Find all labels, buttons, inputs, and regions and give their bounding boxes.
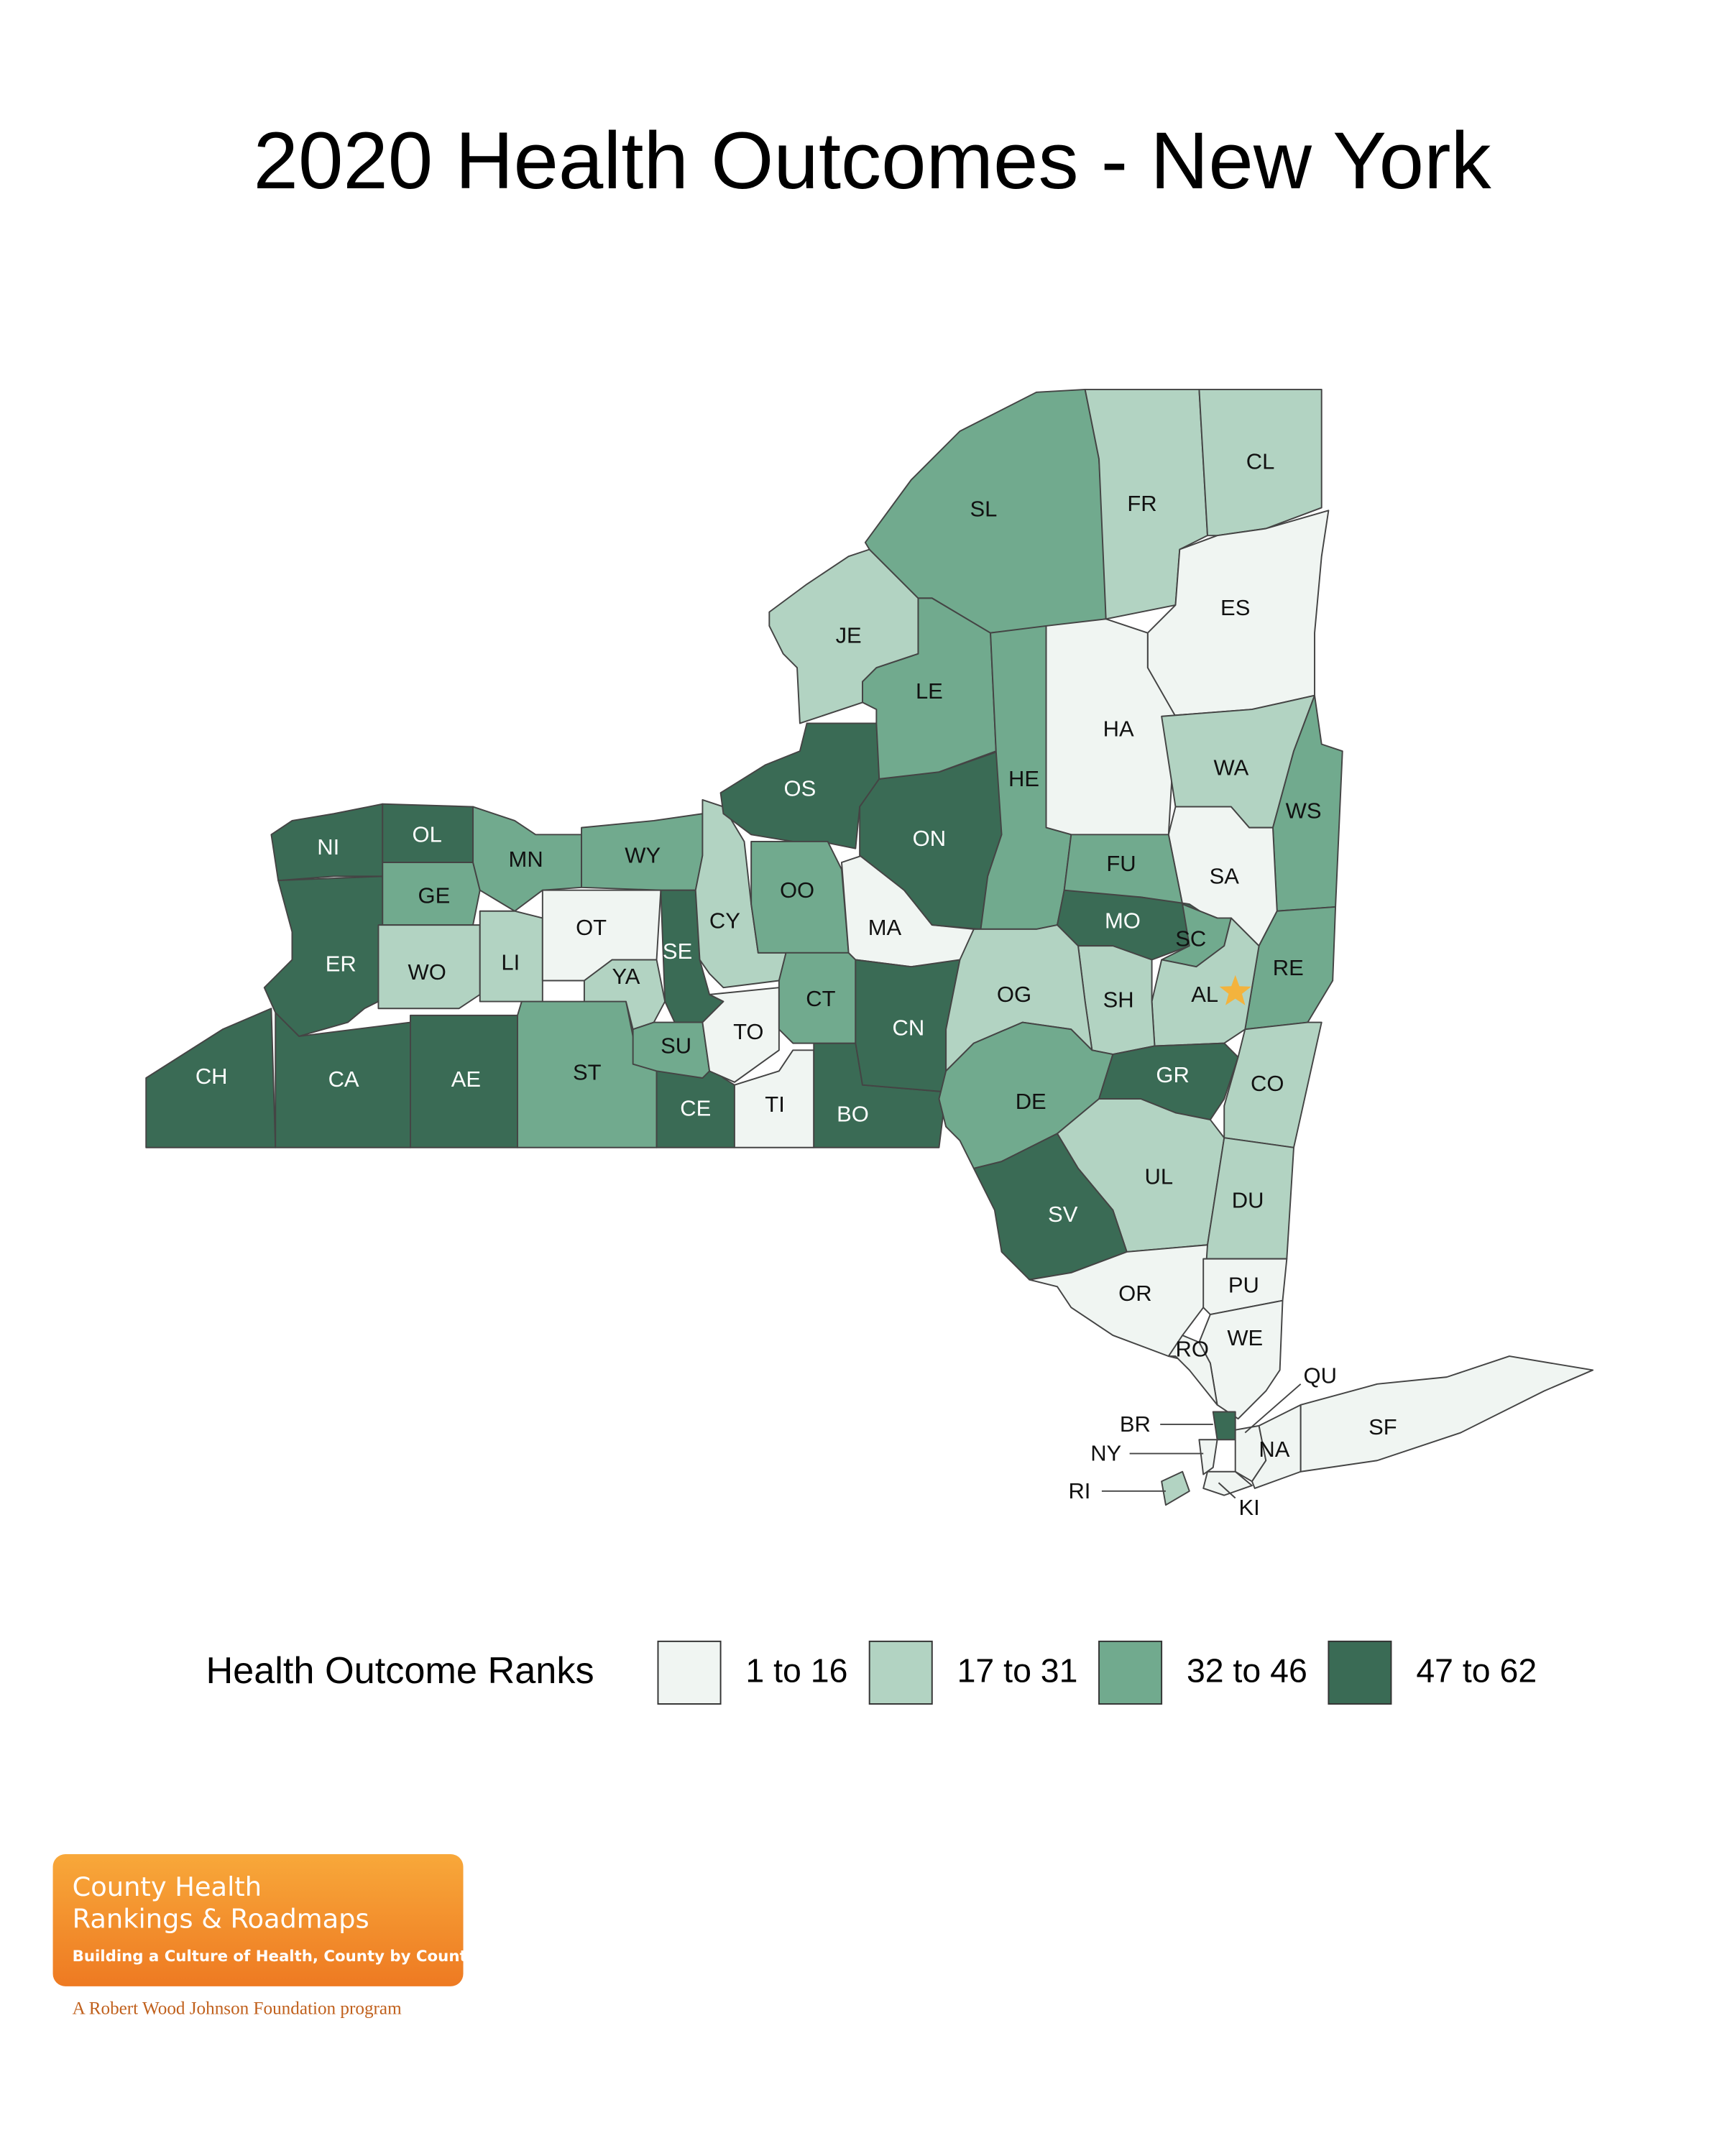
county-label: MA bbox=[868, 915, 902, 940]
county-label: RE bbox=[1273, 955, 1304, 980]
county-label: LE bbox=[916, 678, 943, 704]
county-label: OR bbox=[1118, 1281, 1151, 1306]
logo-footer: A Robert Wood Johnson Foundation program bbox=[73, 1999, 402, 2019]
county-label: DE bbox=[1016, 1089, 1046, 1114]
county-label: CO bbox=[1251, 1071, 1284, 1096]
county-label: WS bbox=[1286, 798, 1322, 823]
county-label: GR bbox=[1156, 1062, 1189, 1087]
county-label: OG bbox=[997, 982, 1031, 1007]
county bbox=[1300, 1355, 1594, 1473]
county bbox=[768, 548, 919, 724]
county-label: PU bbox=[1228, 1272, 1259, 1297]
county-label: OO bbox=[780, 877, 814, 903]
county-label: HE bbox=[1008, 766, 1039, 791]
county-label: TO bbox=[733, 1019, 763, 1044]
title: 2020 Health Outcomes - New York bbox=[254, 115, 1492, 206]
county-label: CL bbox=[1246, 449, 1275, 474]
county-label: CH bbox=[196, 1064, 228, 1089]
county-label: MO bbox=[1105, 908, 1141, 933]
county-label: JE bbox=[836, 623, 862, 648]
county-label: ER bbox=[326, 951, 356, 976]
leader-line bbox=[1244, 1383, 1302, 1434]
county bbox=[1161, 1470, 1190, 1506]
legend-swatch bbox=[1328, 1640, 1392, 1705]
county bbox=[377, 924, 481, 1010]
county-label: CE bbox=[680, 1096, 711, 1121]
county-label: WA bbox=[1214, 755, 1249, 780]
legend-swatch bbox=[868, 1640, 933, 1705]
county bbox=[1198, 1439, 1218, 1475]
county-label: CY bbox=[709, 908, 740, 933]
county-label: CA bbox=[328, 1067, 359, 1092]
county-map bbox=[145, 388, 1594, 1506]
legend-label: 32 to 46 bbox=[1187, 1652, 1307, 1690]
county-label: OT bbox=[576, 915, 607, 940]
logo-tagline: Building a Culture of Health, County by … bbox=[73, 1948, 477, 1966]
county-label: TI bbox=[765, 1092, 785, 1117]
logo-line: County Health bbox=[73, 1871, 262, 1902]
county-label: AL bbox=[1191, 982, 1218, 1007]
county-label: SF bbox=[1368, 1414, 1397, 1439]
county-label: YA bbox=[612, 964, 640, 989]
county-label: WY bbox=[625, 842, 661, 867]
county-label: MN bbox=[509, 847, 543, 872]
county bbox=[263, 875, 384, 1037]
county bbox=[382, 862, 481, 926]
county-label: CN bbox=[893, 1015, 925, 1040]
county bbox=[472, 806, 582, 912]
county-label: FU bbox=[1106, 851, 1136, 876]
county bbox=[1212, 1411, 1236, 1441]
logo: County Health Rankings & Roadmaps Buildi… bbox=[52, 1854, 477, 2019]
county-label: SV bbox=[1048, 1202, 1078, 1227]
legend-label: 47 to 62 bbox=[1416, 1652, 1537, 1690]
county-label: LI bbox=[501, 949, 520, 975]
county bbox=[479, 910, 543, 1003]
county-label: NA bbox=[1259, 1437, 1289, 1462]
leader-line bbox=[1218, 1482, 1236, 1499]
county-label: SU bbox=[661, 1033, 691, 1059]
county-label: OL bbox=[413, 821, 442, 847]
legend-swatch bbox=[1098, 1640, 1163, 1705]
county-label: QU bbox=[1304, 1363, 1337, 1388]
county-label: ES bbox=[1220, 595, 1250, 620]
county-label: ON bbox=[913, 826, 946, 851]
county-label: AE bbox=[451, 1067, 481, 1092]
legend-title: Health Outcome Ranks bbox=[206, 1650, 594, 1692]
county-label: SA bbox=[1210, 863, 1240, 888]
county-label: NY bbox=[1090, 1441, 1121, 1466]
county-label: GE bbox=[418, 883, 451, 908]
logo-box bbox=[52, 1854, 464, 1986]
county-label: KI bbox=[1238, 1495, 1259, 1520]
county-label: UL bbox=[1144, 1164, 1173, 1189]
county-label: OS bbox=[784, 776, 816, 801]
county-label: SL bbox=[970, 496, 997, 521]
county-label: RI bbox=[1068, 1478, 1090, 1503]
county-label: NI bbox=[317, 834, 339, 860]
capital-star bbox=[1219, 975, 1251, 1005]
legend-swatch bbox=[657, 1640, 722, 1705]
county bbox=[1198, 1299, 1284, 1420]
county-label: CT bbox=[806, 986, 835, 1011]
legend-label: 1 to 16 bbox=[745, 1652, 847, 1690]
county-label: WO bbox=[408, 959, 446, 985]
county bbox=[145, 1008, 277, 1148]
legend: Health Outcome Ranks 1 to 16 17 to 31 32 t… bbox=[206, 1640, 1537, 1705]
county-label: BR bbox=[1120, 1411, 1151, 1437]
county-label: SE bbox=[663, 939, 692, 964]
county-label: HA bbox=[1103, 716, 1134, 741]
logo-line: Rankings & Roadmaps bbox=[73, 1904, 369, 1935]
county-label: SC bbox=[1175, 926, 1206, 952]
county bbox=[1202, 1470, 1253, 1496]
county-label: FR bbox=[1127, 491, 1156, 516]
county-label: WE bbox=[1227, 1325, 1263, 1350]
legend-label: 17 to 31 bbox=[957, 1652, 1078, 1690]
county-label: RO bbox=[1175, 1337, 1208, 1362]
county-label: SH bbox=[1103, 987, 1134, 1013]
county-label: DU bbox=[1232, 1187, 1264, 1212]
county-label: BO bbox=[837, 1101, 869, 1126]
county bbox=[1167, 1335, 1218, 1406]
county-label: ST bbox=[573, 1059, 602, 1084]
